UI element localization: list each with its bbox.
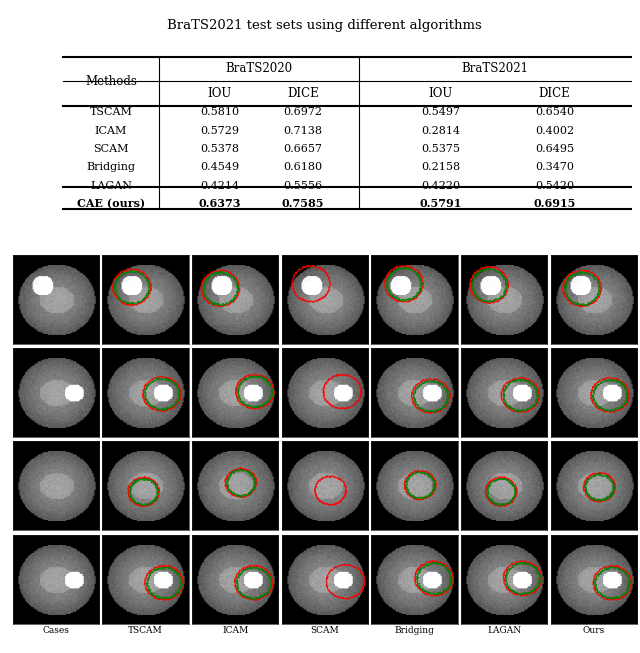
Text: TSCAM: TSCAM: [90, 107, 132, 117]
Text: Methods: Methods: [85, 74, 137, 88]
Text: SCAM: SCAM: [93, 144, 129, 154]
X-axis label: LAGAN: LAGAN: [487, 626, 521, 635]
X-axis label: Bridging: Bridging: [394, 626, 435, 635]
Text: 0.5810: 0.5810: [200, 107, 239, 117]
Text: 0.4002: 0.4002: [535, 125, 574, 136]
X-axis label: SCAM: SCAM: [310, 626, 339, 635]
Text: BraTS2021 test sets using different algorithms: BraTS2021 test sets using different algo…: [168, 18, 482, 31]
X-axis label: ICAM: ICAM: [222, 626, 248, 635]
Text: BraTS2020: BraTS2020: [0, 316, 1, 375]
Text: 0.7138: 0.7138: [284, 125, 323, 136]
Text: DICE: DICE: [287, 87, 319, 100]
Text: 0.5556: 0.5556: [284, 180, 323, 191]
Text: 0.2158: 0.2158: [421, 162, 460, 172]
Text: 0.3470: 0.3470: [535, 162, 574, 172]
Text: 0.4214: 0.4214: [200, 180, 239, 191]
X-axis label: TSCAM: TSCAM: [128, 626, 163, 635]
X-axis label: Cases: Cases: [42, 626, 69, 635]
Text: 0.6373: 0.6373: [198, 199, 241, 210]
Text: BraTS2020: BraTS2020: [226, 63, 293, 75]
Text: 0.7585: 0.7585: [282, 199, 324, 210]
Text: 0.6540: 0.6540: [535, 107, 574, 117]
Text: 0.4549: 0.4549: [200, 162, 239, 172]
Text: 0.2814: 0.2814: [421, 125, 460, 136]
Text: 0.6972: 0.6972: [284, 107, 323, 117]
Text: 0.5420: 0.5420: [535, 180, 574, 191]
Text: DICE: DICE: [539, 87, 570, 100]
Text: BraTS2021: BraTS2021: [0, 503, 1, 562]
Text: 0.5729: 0.5729: [200, 125, 239, 136]
Text: 0.6915: 0.6915: [533, 199, 576, 210]
Text: 0.5378: 0.5378: [200, 144, 239, 154]
Text: 0.6180: 0.6180: [284, 162, 323, 172]
Text: IOU: IOU: [428, 87, 452, 100]
Text: IOU: IOU: [207, 87, 232, 100]
Text: 0.6657: 0.6657: [284, 144, 323, 154]
Text: BraTS2021: BraTS2021: [461, 63, 529, 75]
Text: LAGAN: LAGAN: [90, 180, 132, 191]
Text: 0.5375: 0.5375: [421, 144, 460, 154]
Text: Bridging: Bridging: [86, 162, 136, 172]
Text: CAE (ours): CAE (ours): [77, 199, 145, 210]
Text: 0.4220: 0.4220: [421, 180, 460, 191]
Text: ICAM: ICAM: [95, 125, 127, 136]
Text: 0.5497: 0.5497: [421, 107, 460, 117]
Text: 0.5791: 0.5791: [419, 199, 461, 210]
X-axis label: Ours: Ours: [582, 626, 605, 635]
Text: 0.6495: 0.6495: [535, 144, 574, 154]
